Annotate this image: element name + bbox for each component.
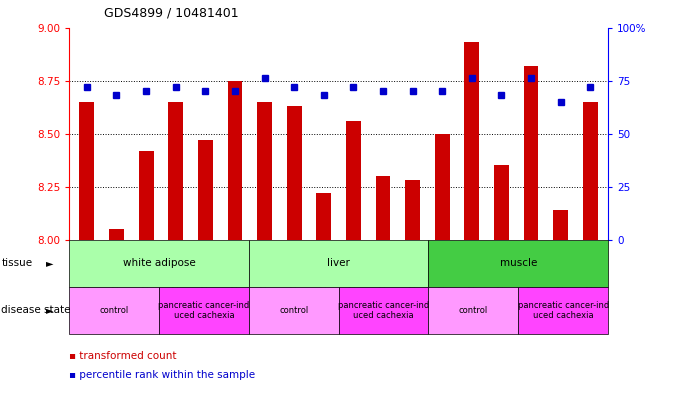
Bar — [79, 102, 94, 240]
Text: disease state: disease state — [1, 305, 71, 316]
Text: muscle: muscle — [500, 258, 537, 268]
Bar — [518, 287, 608, 334]
Bar — [227, 81, 243, 240]
Text: tissue: tissue — [1, 258, 32, 268]
Bar — [257, 102, 272, 240]
Text: GDS4899 / 10481401: GDS4899 / 10481401 — [104, 7, 238, 20]
Text: white adipose: white adipose — [122, 258, 196, 268]
Text: pancreatic cancer-ind
uced cachexia: pancreatic cancer-ind uced cachexia — [518, 301, 609, 320]
Text: pancreatic cancer-ind
uced cachexia: pancreatic cancer-ind uced cachexia — [158, 301, 249, 320]
Text: control: control — [459, 306, 488, 315]
Bar — [139, 151, 153, 240]
Bar — [435, 134, 450, 240]
Text: liver: liver — [327, 258, 350, 268]
Bar — [287, 106, 301, 240]
Bar — [583, 102, 598, 240]
Bar — [428, 240, 608, 287]
Bar — [198, 140, 213, 240]
Bar — [376, 176, 390, 240]
Bar — [69, 287, 159, 334]
Bar — [524, 66, 538, 240]
Bar — [464, 42, 480, 240]
Bar — [159, 287, 249, 334]
Bar — [249, 287, 339, 334]
Text: control: control — [100, 306, 129, 315]
Bar — [249, 240, 428, 287]
Text: pancreatic cancer-ind
uced cachexia: pancreatic cancer-ind uced cachexia — [338, 301, 429, 320]
Bar — [494, 165, 509, 240]
Bar — [553, 210, 568, 240]
Text: control: control — [279, 306, 308, 315]
Text: ►: ► — [46, 305, 53, 316]
Bar — [316, 193, 331, 240]
Text: ▪ percentile rank within the sample: ▪ percentile rank within the sample — [69, 370, 255, 380]
Text: ►: ► — [46, 258, 53, 268]
Bar — [109, 229, 124, 240]
Bar — [405, 180, 420, 240]
Bar — [169, 102, 183, 240]
Bar — [69, 240, 249, 287]
Bar — [428, 287, 518, 334]
Bar — [346, 121, 361, 240]
Bar — [339, 287, 428, 334]
Text: ▪ transformed count: ▪ transformed count — [69, 351, 177, 361]
